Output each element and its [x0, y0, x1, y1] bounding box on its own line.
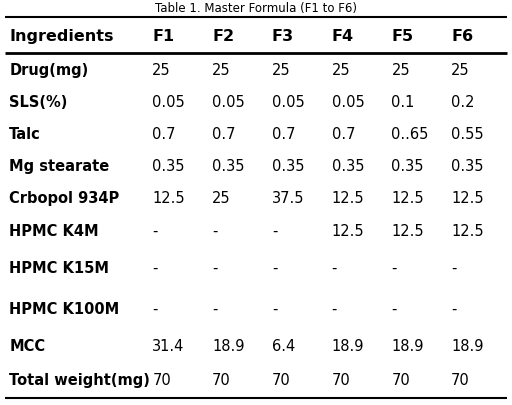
Text: 0.7: 0.7	[153, 126, 176, 141]
Text: 0.35: 0.35	[212, 158, 245, 173]
Text: Total weight(mg): Total weight(mg)	[9, 373, 150, 388]
Text: F4: F4	[332, 29, 354, 43]
Text: 25: 25	[212, 190, 231, 205]
Text: 12.5: 12.5	[451, 223, 484, 238]
Text: 70: 70	[212, 373, 231, 388]
Text: -: -	[153, 301, 158, 316]
Text: 18.9: 18.9	[392, 338, 424, 353]
Text: 18.9: 18.9	[212, 338, 245, 353]
Text: -: -	[332, 301, 337, 316]
Text: F2: F2	[212, 29, 234, 43]
Text: 0.2: 0.2	[451, 94, 475, 109]
Text: -: -	[212, 260, 218, 275]
Text: -: -	[451, 260, 457, 275]
Text: 31.4: 31.4	[153, 338, 185, 353]
Text: F1: F1	[153, 29, 175, 43]
Text: 12.5: 12.5	[451, 190, 484, 205]
Text: 0.35: 0.35	[332, 158, 364, 173]
Text: 25: 25	[332, 62, 350, 77]
Text: Table 1. Master Formula (F1 to F6): Table 1. Master Formula (F1 to F6)	[155, 2, 357, 15]
Text: 18.9: 18.9	[332, 338, 364, 353]
Text: Crbopol 934P: Crbopol 934P	[9, 190, 119, 205]
Text: 25: 25	[392, 62, 410, 77]
Text: 0.35: 0.35	[272, 158, 305, 173]
Text: -: -	[392, 301, 397, 316]
Text: 25: 25	[451, 62, 470, 77]
Text: 12.5: 12.5	[392, 190, 424, 205]
Text: Drug(mg): Drug(mg)	[9, 62, 89, 77]
Text: 0.7: 0.7	[332, 126, 355, 141]
Text: Ingredients: Ingredients	[9, 29, 114, 43]
Text: 70: 70	[392, 373, 410, 388]
Text: HPMC K15M: HPMC K15M	[9, 260, 109, 275]
Text: 0..65: 0..65	[392, 126, 429, 141]
Text: 37.5: 37.5	[272, 190, 305, 205]
Text: 70: 70	[451, 373, 470, 388]
Text: HPMC K4M: HPMC K4M	[9, 223, 99, 238]
Text: 0.05: 0.05	[212, 94, 245, 109]
Text: Mg stearate: Mg stearate	[9, 158, 110, 173]
Text: 70: 70	[272, 373, 291, 388]
Text: -: -	[272, 301, 278, 316]
Text: 25: 25	[212, 62, 231, 77]
Text: 0.35: 0.35	[451, 158, 484, 173]
Text: F3: F3	[272, 29, 294, 43]
Text: -: -	[272, 223, 278, 238]
Text: 0.05: 0.05	[272, 94, 305, 109]
Text: HPMC K100M: HPMC K100M	[9, 301, 119, 316]
Text: 0.05: 0.05	[153, 94, 185, 109]
Text: -: -	[212, 301, 218, 316]
Text: 70: 70	[332, 373, 350, 388]
Text: -: -	[392, 260, 397, 275]
Text: 70: 70	[153, 373, 171, 388]
Text: -: -	[153, 260, 158, 275]
Text: 0.7: 0.7	[272, 126, 295, 141]
Text: 12.5: 12.5	[332, 190, 365, 205]
Text: -: -	[212, 223, 218, 238]
Text: SLS(%): SLS(%)	[9, 94, 68, 109]
Text: 18.9: 18.9	[451, 338, 484, 353]
Text: F6: F6	[451, 29, 473, 43]
Text: 6.4: 6.4	[272, 338, 295, 353]
Text: 12.5: 12.5	[153, 190, 185, 205]
Text: -: -	[332, 260, 337, 275]
Text: -: -	[451, 301, 457, 316]
Text: -: -	[153, 223, 158, 238]
Text: 0.1: 0.1	[392, 94, 415, 109]
Text: 0.35: 0.35	[392, 158, 424, 173]
Text: 12.5: 12.5	[332, 223, 365, 238]
Text: 12.5: 12.5	[392, 223, 424, 238]
Text: 25: 25	[272, 62, 290, 77]
Text: -: -	[272, 260, 278, 275]
Text: MCC: MCC	[9, 338, 46, 353]
Text: F5: F5	[392, 29, 414, 43]
Text: 0.7: 0.7	[212, 126, 236, 141]
Text: Talc: Talc	[9, 126, 41, 141]
Text: 0.35: 0.35	[153, 158, 185, 173]
Text: 25: 25	[153, 62, 171, 77]
Text: 0.05: 0.05	[332, 94, 365, 109]
Text: 0.55: 0.55	[451, 126, 484, 141]
